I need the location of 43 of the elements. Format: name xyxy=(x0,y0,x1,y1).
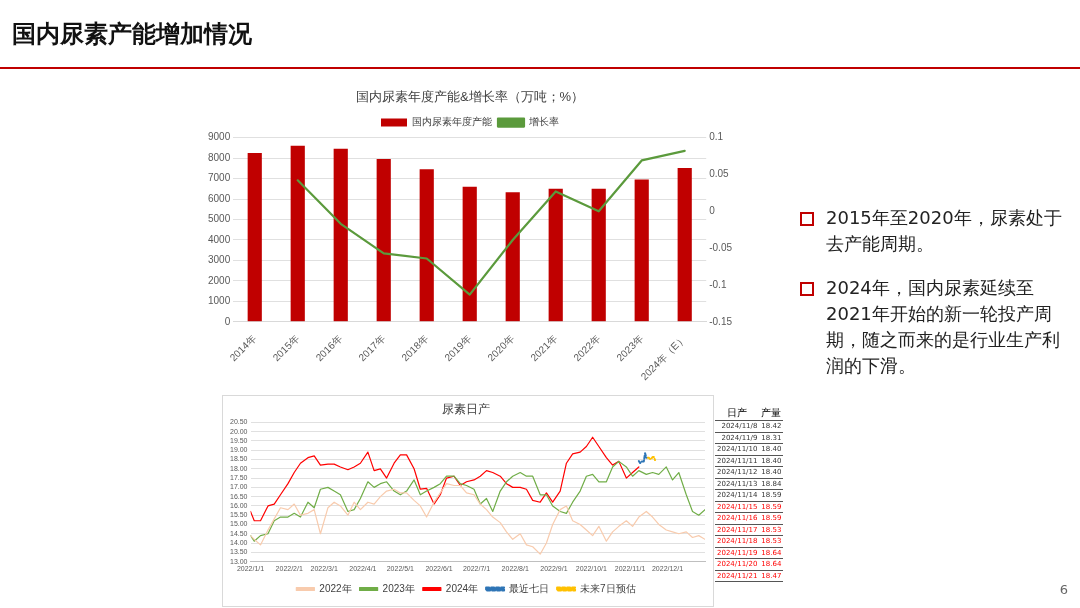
y2-tick-label: 0.05 xyxy=(709,168,730,180)
y-tick-label: 1000 xyxy=(208,295,231,307)
bar xyxy=(462,186,477,322)
y-tick-label: 8000 xyxy=(208,151,231,163)
chart-title: 国内尿素年度产能&增长率（万吨；%） xyxy=(355,89,585,105)
y-tick-label: 3000 xyxy=(208,254,231,266)
legend-label: 国内尿素年度产能 xyxy=(412,116,492,128)
text: 日产 xyxy=(715,406,760,421)
y-tick-label: 4000 xyxy=(208,233,231,245)
text: 2024年，国内尿素延续至2021年开始的新一轮投产周期，随之而来的是行业生产利润的下滑。 xyxy=(825,276,1061,378)
bar xyxy=(376,159,391,322)
y2-tick-label: -0.1 xyxy=(709,278,727,290)
bar xyxy=(419,169,434,322)
y-tick-label: 9000 xyxy=(208,131,231,143)
bar xyxy=(548,188,563,322)
y-tick-label: 0 xyxy=(224,315,231,327)
y2-tick-label: 0 xyxy=(709,205,716,217)
legend-label: 2023年 xyxy=(382,582,415,594)
bar xyxy=(333,148,348,322)
bar xyxy=(505,192,520,322)
y-tick-label: 5000 xyxy=(208,213,231,225)
y-tick-label: 2000 xyxy=(208,274,231,286)
bar xyxy=(677,167,692,322)
legend-label: 2024年 xyxy=(445,582,479,594)
y2-tick-label: 0.1 xyxy=(709,131,724,143)
legend-label: 2022年 xyxy=(319,582,352,594)
legend-label: 增长率 xyxy=(528,116,559,128)
text: 产量 xyxy=(759,406,784,421)
legend-label: 未来7日预估 xyxy=(580,582,636,594)
bar xyxy=(290,145,305,322)
text: 国内尿素产能增加情况 xyxy=(12,18,252,50)
y2-tick-label: -0.15 xyxy=(709,315,733,327)
text: 6 xyxy=(1059,582,1068,597)
y-tick-label: 7000 xyxy=(208,172,231,184)
bar xyxy=(634,179,649,322)
line-series xyxy=(637,452,648,465)
y2-tick-label: -0.05 xyxy=(709,241,733,253)
y-tick-label: 6000 xyxy=(208,192,231,204)
text: 2015年至2020年，尿素处于去产能周期。 xyxy=(825,206,1063,256)
chart-title: 尿素日产 xyxy=(442,401,490,416)
bar xyxy=(247,152,262,322)
legend-label: 最近七日 xyxy=(509,582,550,594)
bar xyxy=(591,188,606,322)
